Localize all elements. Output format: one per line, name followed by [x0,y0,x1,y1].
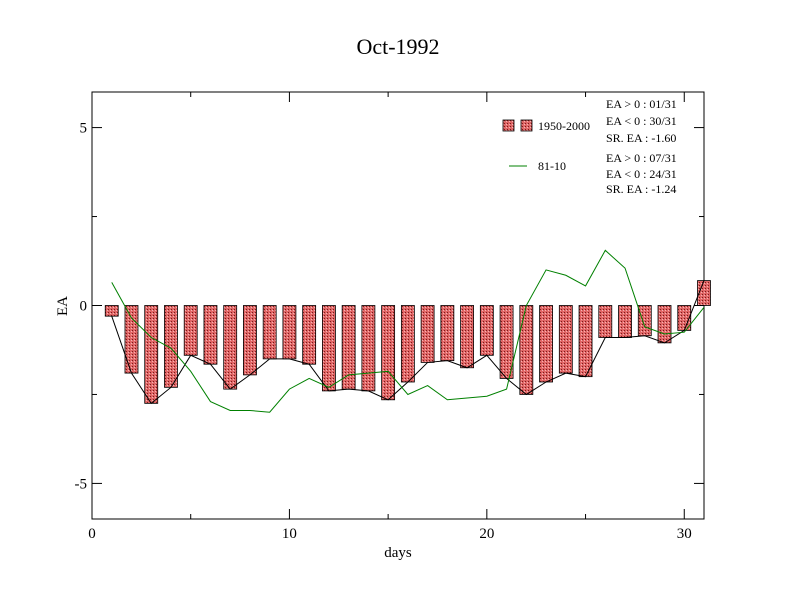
bar-day-29 [657,305,672,344]
x-tick-label-20: 20 [479,526,494,542]
bar-day-4 [164,305,178,388]
bar-day-5 [183,305,198,356]
legend: 1950-2000 EA > 0 : 01/31 EA < 0 : 30/31 … [502,97,677,196]
bar-day-27 [618,305,632,338]
legend-line-stat-2: EA < 0 : 24/31 [606,167,677,181]
legend-bar-stat-1: EA > 0 : 01/31 [606,97,677,111]
series-line-81-10 [111,249,705,413]
bar-day-16 [400,305,415,383]
x-tick-label-0: 0 [88,526,96,542]
x-tick-label-30: 30 [677,526,692,542]
legend-bar-stat-2: EA < 0 : 30/31 [606,114,677,128]
bar-day-25 [578,305,593,378]
chart-title: Oct-1992 [356,34,439,59]
legend-bar-swatch-right [520,119,533,132]
bars-layer [104,280,711,404]
bar-day-21 [499,305,514,379]
bar-day-20 [479,305,494,356]
y-tick-label-0: 0 [80,299,88,315]
bar-day-8 [243,305,257,376]
legend-line-label: 81-10 [538,159,566,173]
bar-day-3 [144,305,159,404]
ticks-layer: 0 10 20 30 5 0 -5 [75,92,704,542]
bar-day-14 [361,305,376,392]
lines-layer [111,249,705,413]
legend-bar-stat-3: SR. EA : -1.60 [606,131,676,145]
legend-bar-swatch-left [502,119,515,132]
y-tick-label-5: 5 [80,121,88,137]
bar-day-19 [460,305,474,369]
bar-day-1 [104,305,119,317]
legend-line-stat-3: SR. EA : -1.24 [606,182,676,196]
bar-day-24 [558,305,573,374]
bar-day-11 [302,305,317,365]
legend-bar-label: 1950-2000 [538,119,590,133]
y-tick-label--5: -5 [75,476,88,492]
bar-day-10 [282,305,297,360]
series-line-1950-2000 [111,280,705,405]
bar-day-7 [223,305,238,390]
bar-day-22 [519,305,534,395]
bar-day-2 [124,305,139,374]
bar-day-13 [341,305,356,390]
bar-day-28 [637,305,652,337]
bar-day-17 [420,305,435,363]
y-axis-label: EA [55,296,71,316]
bar-day-12 [322,305,336,392]
bar-day-18 [440,305,455,362]
bar-day-26 [598,305,613,338]
x-tick-label-10: 10 [282,526,297,542]
bar-day-15 [381,305,396,401]
bar-day-6 [203,305,218,365]
bar-day-9 [262,305,277,360]
x-axis-label: days [384,545,412,561]
bar-day-23 [539,305,553,383]
legend-line-stat-1: EA > 0 : 07/31 [606,151,677,165]
